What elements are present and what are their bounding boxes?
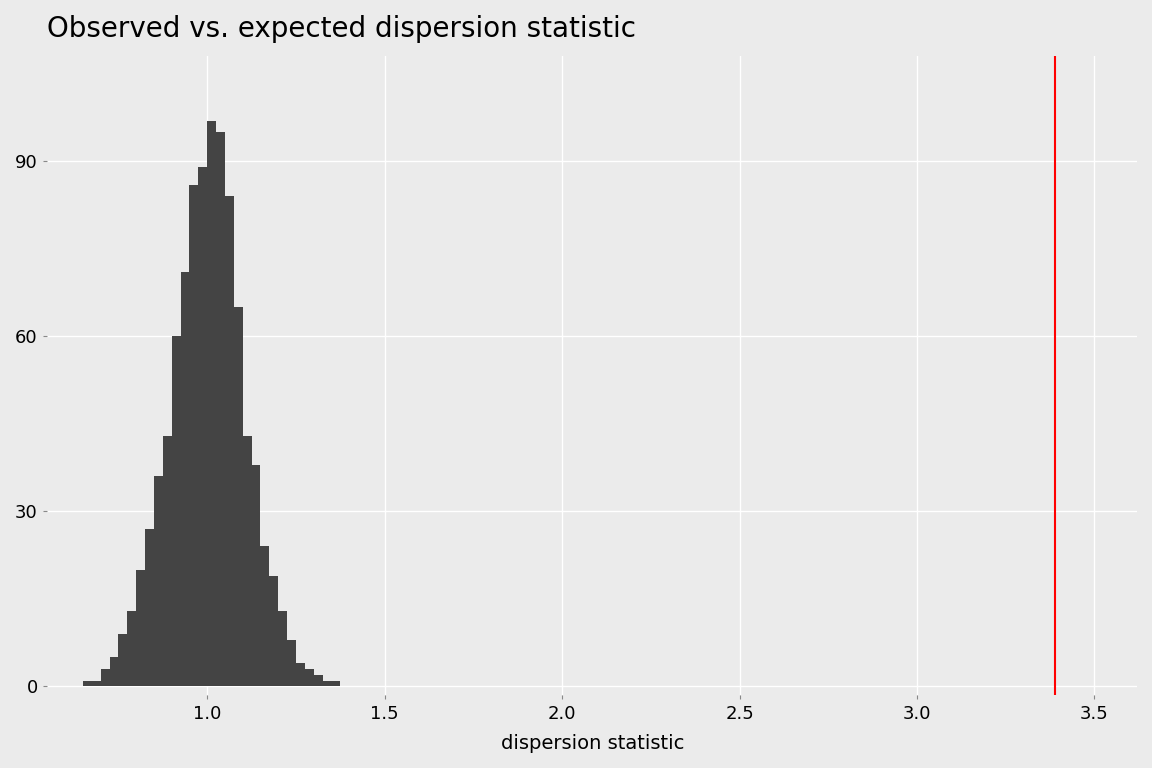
- Bar: [305, 669, 313, 687]
- Bar: [217, 132, 225, 687]
- Bar: [100, 669, 109, 687]
- Bar: [296, 663, 305, 687]
- Bar: [225, 197, 234, 687]
- Bar: [234, 307, 243, 687]
- Text: Observed vs. expected dispersion statistic: Observed vs. expected dispersion statist…: [47, 15, 636, 43]
- Bar: [119, 634, 128, 687]
- Bar: [128, 611, 136, 687]
- Bar: [260, 546, 270, 687]
- X-axis label: dispersion statistic: dispersion statistic: [501, 734, 684, 753]
- Bar: [278, 611, 287, 687]
- Bar: [172, 336, 181, 687]
- Bar: [189, 185, 198, 687]
- Bar: [92, 680, 100, 687]
- Bar: [198, 167, 207, 687]
- Bar: [145, 529, 154, 687]
- Bar: [323, 680, 332, 687]
- Bar: [162, 435, 172, 687]
- Bar: [136, 570, 145, 687]
- Bar: [154, 476, 162, 687]
- Bar: [251, 465, 260, 687]
- Bar: [332, 680, 340, 687]
- Bar: [270, 575, 278, 687]
- Bar: [313, 675, 323, 687]
- Bar: [181, 273, 189, 687]
- Bar: [287, 640, 296, 687]
- Bar: [207, 121, 217, 687]
- Bar: [243, 435, 251, 687]
- Bar: [109, 657, 119, 687]
- Bar: [83, 680, 92, 687]
